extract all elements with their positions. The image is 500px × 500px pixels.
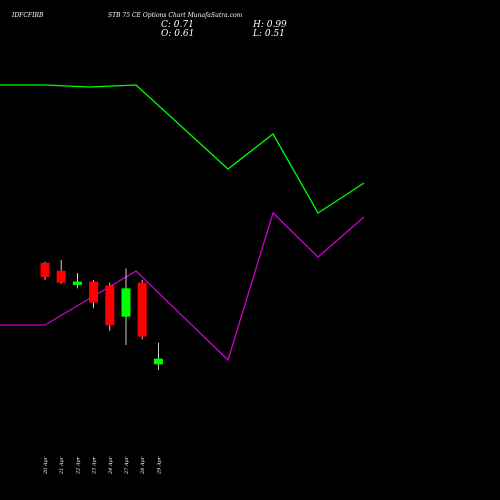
open-value: O: 0.61 xyxy=(161,29,195,39)
x-tick-label: 21 Apr xyxy=(59,456,65,475)
x-tick-label: 22 Apr xyxy=(75,456,81,475)
high-value: H: 0.99 xyxy=(253,20,287,30)
candle-body xyxy=(153,358,163,365)
x-tick-label: 23 Apr xyxy=(92,456,98,475)
candle-body xyxy=(105,285,115,326)
chart-symbol: IDFCFIRB xyxy=(12,12,44,19)
x-tick-label: 28 Apr xyxy=(140,456,146,475)
low-value: L: 0.51 xyxy=(253,29,285,39)
candle-body xyxy=(89,281,99,303)
candle-body xyxy=(137,282,147,337)
candle-body xyxy=(121,288,131,317)
candle-body xyxy=(72,281,82,285)
close-value: C: 0.71 xyxy=(161,20,194,30)
indicator-line-1 xyxy=(0,84,365,214)
candle-body xyxy=(56,270,66,283)
x-tick-label: 24 Apr xyxy=(108,456,114,475)
indicator-line-2 xyxy=(0,211,365,362)
x-tick-label: 27 Apr xyxy=(124,456,130,475)
x-tick-label: 20 Apr xyxy=(43,456,49,475)
x-tick-label: 29 Apr xyxy=(156,456,162,475)
chart-title: STB 75 CE Options Chart MunafaSutra.com xyxy=(108,12,243,19)
candle-body xyxy=(40,262,50,278)
